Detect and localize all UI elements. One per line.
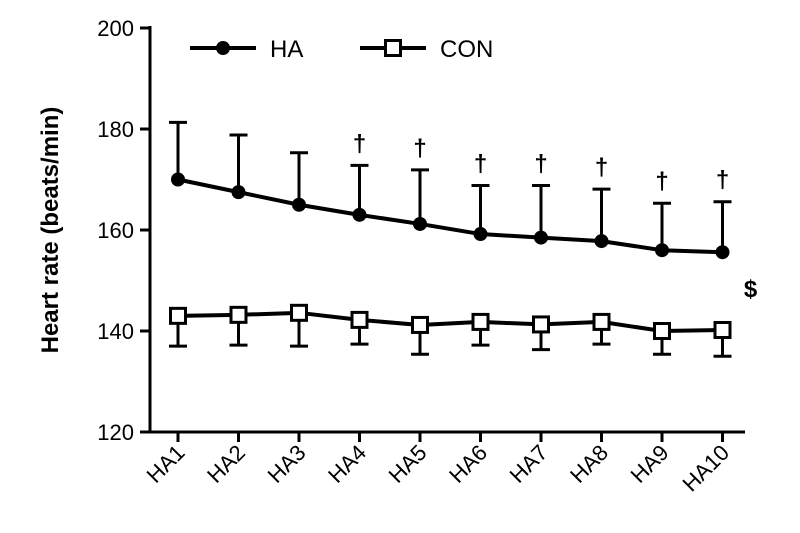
y-tick-label: 140 <box>97 319 134 344</box>
y-tick-label: 200 <box>97 16 134 41</box>
y-tick-label: 180 <box>97 117 134 142</box>
x-tick-label: HA5 <box>384 440 432 488</box>
y-axis-label: Heart rate (beats/min) <box>37 107 64 354</box>
data-point <box>171 172 185 187</box>
significance-marker: † <box>534 151 547 178</box>
legend-item-con: CON <box>360 36 493 63</box>
significance-marker: † <box>595 154 608 181</box>
significance-marker: † <box>413 135 426 162</box>
y-tick-label: 120 <box>97 420 134 445</box>
y-axis-ticks: 120 140 160 180 200 <box>97 16 150 445</box>
data-point <box>290 303 308 322</box>
legend-label: HA <box>270 36 303 63</box>
data-point <box>350 310 369 329</box>
data-point <box>594 234 609 249</box>
legend-marker <box>384 39 402 57</box>
data-point <box>352 207 367 222</box>
series-line <box>177 177 723 255</box>
group-difference-marker: $ <box>744 276 758 303</box>
legend-item-ha: HA <box>190 36 303 63</box>
series-layer <box>169 120 732 358</box>
x-tick-label: HA1 <box>142 440 190 488</box>
y-tick-label: 160 <box>97 218 134 243</box>
data-point <box>653 322 671 340</box>
x-tick-label: HA4 <box>323 440 371 488</box>
significance-marker: † <box>353 130 366 157</box>
data-point <box>413 216 427 231</box>
legend: HA CON <box>190 36 493 63</box>
data-point <box>715 245 730 260</box>
x-tick-label: HA8 <box>565 440 613 488</box>
x-tick-label: HA9 <box>626 440 674 488</box>
x-tick-label: HA2 <box>202 440 250 488</box>
data-point <box>473 227 488 242</box>
significance-marker: † <box>716 167 729 194</box>
legend-marker <box>216 41 230 55</box>
data-point <box>471 312 490 331</box>
data-point <box>532 315 550 334</box>
x-tick-label: HA10 <box>677 440 734 497</box>
data-point <box>292 197 306 212</box>
data-point <box>713 320 732 339</box>
x-tick-label: HA3 <box>263 440 311 488</box>
series-con <box>169 303 732 358</box>
data-point <box>655 243 669 258</box>
data-point <box>229 305 248 324</box>
data-point <box>411 315 429 334</box>
x-tick-label: HA6 <box>444 440 492 488</box>
data-point <box>231 185 246 200</box>
series-ha <box>169 120 732 260</box>
data-point <box>592 312 611 331</box>
significance-marker: † <box>474 151 487 178</box>
data-point <box>169 306 187 325</box>
x-axis-ticks: HA1 HA2 HA3 HA4 HA5 HA6 HA7 HA8 HA9 HA10 <box>142 432 734 496</box>
data-point <box>534 230 548 245</box>
x-tick-label: HA7 <box>505 440 553 488</box>
series-line <box>177 310 723 334</box>
annotations: † † † † † † † $ <box>353 130 758 303</box>
significance-marker: † <box>655 168 668 195</box>
legend-label: CON <box>440 36 493 63</box>
